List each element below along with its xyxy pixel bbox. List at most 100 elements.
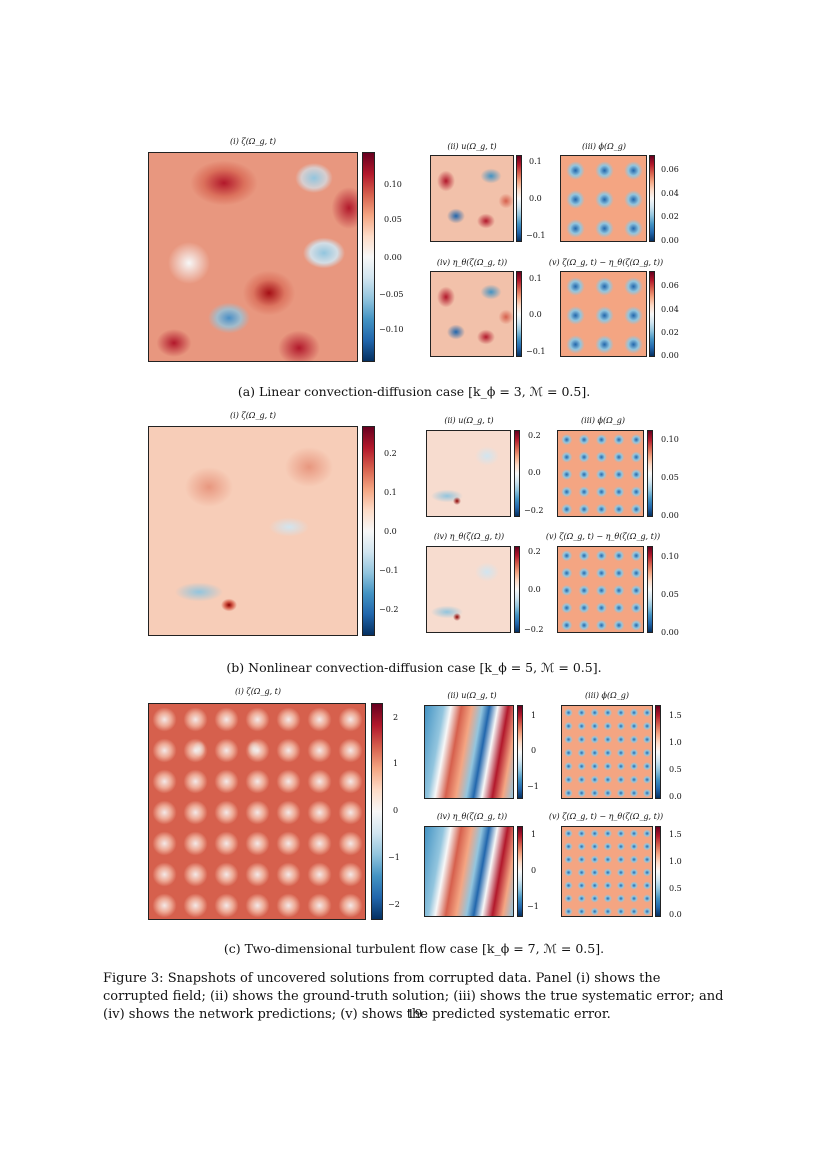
panel-b-sub-v-tick: 0.05	[661, 590, 679, 599]
panel-a-colorbar	[362, 152, 375, 362]
panel-b-cbar-tick: 0.2	[384, 449, 397, 458]
panel-b-sub-iii-colorbar	[647, 430, 653, 517]
panel-b-sub-v-title: (v) ζ(Ω_g, t) − η_θ(ζ(Ω_g, t))	[545, 532, 661, 541]
panel-a-sub-iii-tick: 0.02	[661, 212, 679, 221]
panel-a-sub-v-tick: 0.04	[661, 305, 679, 314]
panel-a-caption: (a) Linear convection-diffusion case [k_…	[237, 384, 591, 399]
panel-c-sub-iv-tick: 0	[531, 866, 537, 875]
panel-c-sub-v-title: (v) ζ(Ω_g, t) − η_θ(ζ(Ω_g, t))	[548, 812, 664, 821]
panel-c-colorbar	[371, 703, 383, 920]
panel-c-main-title: (i) ζ(Ω_g, t)	[235, 687, 281, 696]
panel-b-sub-iii-tick: 0.00	[661, 511, 679, 520]
panel-b-sub-ii-tick: −0.2	[524, 506, 544, 515]
panel-b-sub-ii-tick: 0.2	[528, 431, 541, 440]
panel-b-colorbar	[362, 426, 375, 636]
panel-b-sub-iii-title: (iii) ϕ(Ω_g)	[581, 416, 625, 425]
panel-c-cbar-tick: 1	[393, 759, 399, 768]
panel-c-sub-ii-colorbar	[517, 705, 523, 799]
panel-a-sub-v-tick: 0.02	[661, 328, 679, 337]
panel-a-sub-iv-tick: −0.1	[526, 347, 546, 356]
panel-b-cbar-tick: 0.0	[384, 527, 397, 536]
panel-c-sub-iv-colorbar	[517, 826, 523, 917]
panel-a-sub-iii-colorbar	[649, 155, 655, 242]
panel-b-sub-iv-tick: 0.2	[528, 547, 541, 556]
panel-a-sub-iv-colorbar	[516, 271, 522, 357]
panel-c-cbar-tick: 2	[393, 713, 399, 722]
panel-b-main-map	[148, 426, 358, 636]
panel-a-cbar-tick: −0.10	[379, 325, 404, 334]
panel-b-sub-v-map	[557, 546, 644, 633]
panel-c-sub-iv-tick: −1	[527, 902, 539, 911]
panel-a-main-map	[148, 152, 358, 362]
panel-c-sub-iv-title: (iv) η_θ(ζ(Ω_g, t))	[436, 812, 508, 821]
panel-b-main-title: (i) ζ(Ω_g, t)	[230, 411, 276, 420]
panel-b-sub-iii-tick: 0.05	[661, 473, 679, 482]
panel-a-sub-iv-tick: 0.0	[529, 310, 542, 319]
panel-a-cbar-tick: 0.10	[384, 180, 402, 189]
panel-c-cbar-tick: −1	[388, 853, 400, 862]
panel-c-sub-v-map	[561, 826, 653, 917]
panel-c-sub-ii-tick: 0	[531, 746, 537, 755]
panel-a-sub-ii-tick: −0.1	[526, 231, 546, 240]
panel-b-caption: (b) Nonlinear convection-diffusion case …	[226, 660, 602, 675]
panel-c-sub-iii-title: (iii) ϕ(Ω_g)	[585, 691, 629, 700]
panel-c-sub-v-tick: 1.0	[669, 857, 682, 866]
panel-b-sub-iv-title: (iv) η_θ(ζ(Ω_g, t))	[433, 532, 505, 541]
panel-c-sub-iii-map	[561, 705, 653, 799]
panel-b-sub-iv-tick: −0.2	[524, 625, 544, 634]
panel-a-sub-iv-map	[430, 271, 514, 357]
panel-b-sub-ii-map	[426, 430, 511, 517]
panel-c-caption: (c) Two-dimensional turbulent flow case …	[223, 941, 605, 956]
panel-a-sub-v-colorbar	[649, 271, 655, 357]
panel-a-sub-iii-title: (iii) ϕ(Ω_g)	[582, 142, 626, 151]
panel-b-sub-v-tick: 0.00	[661, 628, 679, 637]
panel-c-sub-ii-title: (ii) u(Ω_g, t)	[447, 691, 497, 700]
panel-a-sub-ii-map	[430, 155, 514, 242]
panel-a-cbar-tick: 0.00	[384, 253, 402, 262]
panel-b-sub-iv-colorbar	[514, 546, 520, 633]
panel-a-sub-v-map	[560, 271, 647, 357]
panel-c-sub-iv-map	[424, 826, 514, 917]
panel-a-sub-ii-tick: 0.0	[529, 194, 542, 203]
panel-a-sub-iii-map	[560, 155, 647, 242]
panel-a-sub-ii-title: (ii) u(Ω_g, t)	[447, 142, 497, 151]
panel-c-cbar-tick: 0	[393, 806, 399, 815]
panel-c-sub-iii-tick: 1.0	[669, 738, 682, 747]
panel-a-main-title: (i) ζ(Ω_g, t)	[230, 137, 276, 146]
panel-a-sub-ii-tick: 0.1	[529, 157, 542, 166]
panel-a-sub-iii-tick: 0.00	[661, 236, 679, 245]
panel-c-sub-iii-tick: 0.0	[669, 792, 682, 801]
panel-a-sub-v-tick: 0.06	[661, 281, 679, 290]
panel-c-sub-iii-tick: 1.5	[669, 711, 682, 720]
panel-a-cbar-tick: −0.05	[379, 290, 404, 299]
figure-caption: Figure 3: Snapshots of uncovered solutio…	[103, 971, 724, 1022]
panel-a-sub-iv-tick: 0.1	[529, 274, 542, 283]
panel-c-sub-ii-tick: −1	[527, 782, 539, 791]
panel-b-cbar-tick: 0.1	[384, 488, 397, 497]
panel-b-cbar-tick: −0.2	[379, 605, 399, 614]
panel-c-sub-ii-tick: 1	[531, 711, 537, 720]
panel-a-cbar-tick: 0.05	[384, 215, 402, 224]
panel-a-sub-ii-colorbar	[516, 155, 522, 242]
panel-c-sub-v-tick: 0.0	[669, 910, 682, 919]
panel-b-sub-v-colorbar	[647, 546, 653, 633]
panel-b-sub-iv-tick: 0.0	[528, 585, 541, 594]
panel-b-cbar-tick: −0.1	[379, 566, 399, 575]
panel-b-sub-ii-tick: 0.0	[528, 468, 541, 477]
panel-c-main-map	[148, 703, 366, 920]
panel-c-sub-v-tick: 1.5	[669, 830, 682, 839]
panel-c-cbar-tick: −2	[388, 900, 400, 909]
panel-a-sub-iii-tick: 0.04	[661, 189, 679, 198]
panel-b-sub-ii-colorbar	[514, 430, 520, 517]
panel-a-sub-v-title: (v) ζ(Ω_g, t) − η_θ(ζ(Ω_g, t))	[548, 258, 664, 267]
panel-c-sub-iii-colorbar	[655, 705, 661, 799]
panel-b-sub-ii-title: (ii) u(Ω_g, t)	[444, 416, 494, 425]
panel-a-sub-v-tick: 0.00	[661, 351, 679, 360]
panel-a-sub-iv-title: (iv) η_θ(ζ(Ω_g, t))	[436, 258, 508, 267]
panel-c-sub-iii-tick: 0.5	[669, 765, 682, 774]
panel-c-sub-v-colorbar	[655, 826, 661, 917]
panel-c-sub-v-tick: 0.5	[669, 884, 682, 893]
panel-b-sub-iii-tick: 0.10	[661, 435, 679, 444]
panel-b-sub-v-tick: 0.10	[661, 552, 679, 561]
panel-c-sub-ii-map	[424, 705, 514, 799]
